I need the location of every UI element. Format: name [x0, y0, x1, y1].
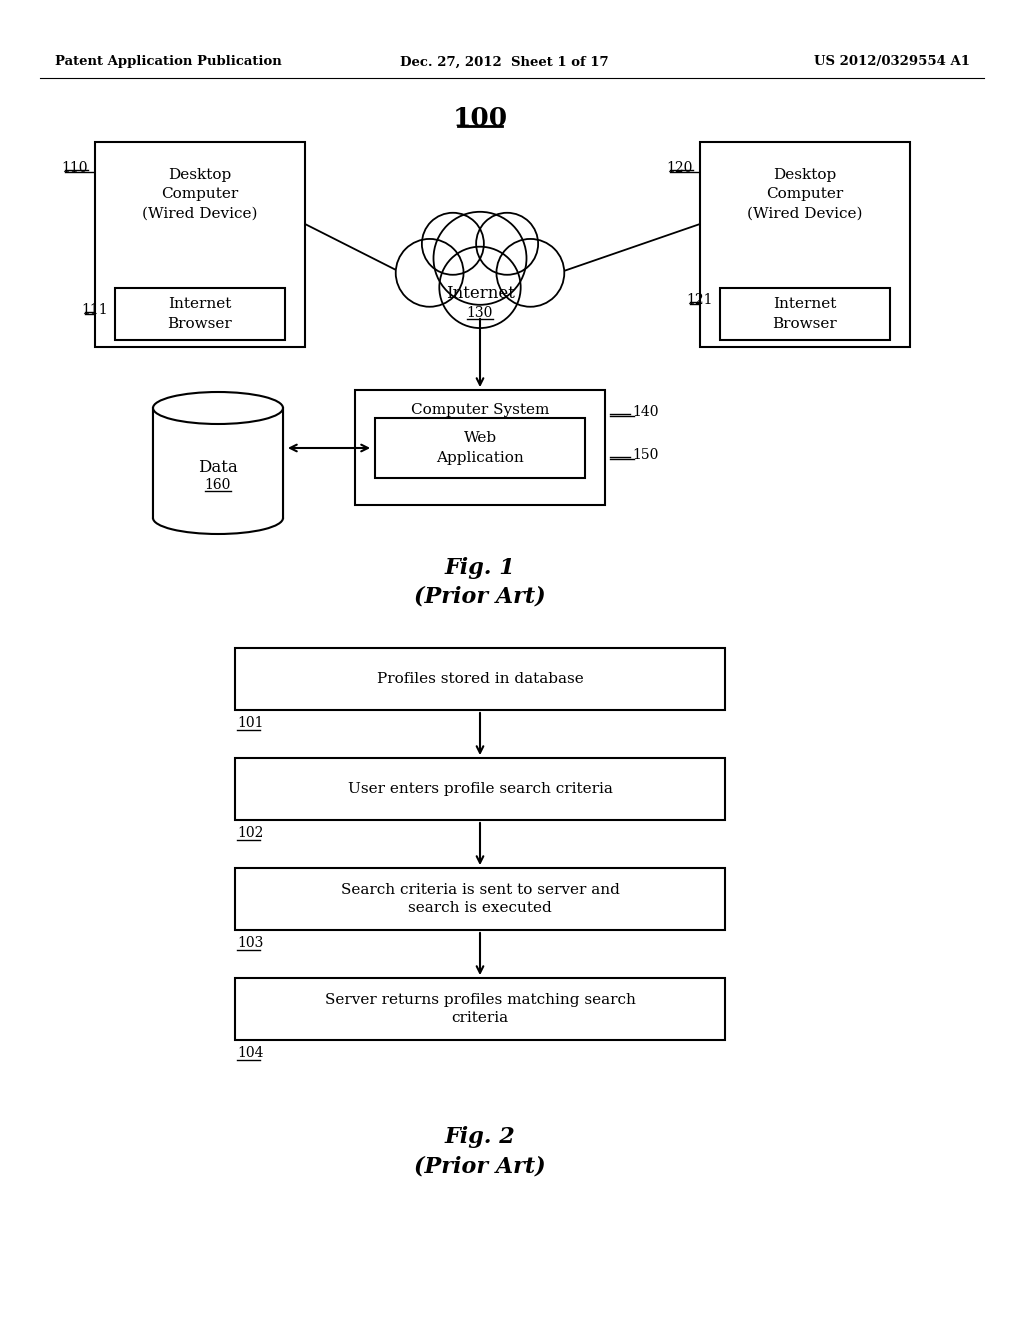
Bar — [700, 143, 910, 347]
Text: 160: 160 — [205, 478, 231, 492]
Ellipse shape — [153, 502, 283, 535]
Text: 150: 150 — [632, 447, 658, 462]
Text: (Prior Art): (Prior Art) — [414, 586, 546, 609]
Bar — [153, 408, 283, 517]
Bar — [115, 288, 285, 341]
Text: 100: 100 — [453, 106, 508, 131]
Bar — [355, 389, 605, 506]
Text: Internet
Browser: Internet Browser — [168, 297, 232, 331]
Text: Web
Application: Web Application — [436, 432, 524, 465]
Text: 111: 111 — [81, 304, 108, 317]
Text: Search criteria is sent to server and
search is executed: Search criteria is sent to server and se… — [341, 883, 620, 915]
Text: Patent Application Publication: Patent Application Publication — [55, 55, 282, 69]
Text: Fig. 2: Fig. 2 — [444, 1126, 515, 1148]
Text: Fig. 1: Fig. 1 — [444, 557, 515, 579]
Text: 103: 103 — [237, 936, 263, 950]
Bar — [234, 758, 725, 820]
Text: 104: 104 — [237, 1045, 263, 1060]
Circle shape — [497, 239, 564, 306]
Text: US 2012/0329554 A1: US 2012/0329554 A1 — [814, 55, 970, 69]
Circle shape — [422, 213, 484, 275]
Circle shape — [439, 247, 520, 329]
Text: Internet: Internet — [445, 285, 514, 301]
Bar — [234, 869, 725, 931]
Text: Data: Data — [198, 459, 238, 477]
Text: Desktop
Computer
(Wired Device): Desktop Computer (Wired Device) — [748, 168, 863, 220]
Text: Computer System: Computer System — [411, 403, 549, 417]
Circle shape — [395, 239, 464, 306]
Text: 130: 130 — [467, 306, 494, 319]
Text: 110: 110 — [61, 161, 88, 176]
Text: 140: 140 — [632, 405, 658, 418]
Text: Internet
Browser: Internet Browser — [773, 297, 838, 331]
Bar — [375, 418, 585, 478]
Text: Profiles stored in database: Profiles stored in database — [377, 672, 584, 686]
Bar — [234, 978, 725, 1040]
Text: (Prior Art): (Prior Art) — [414, 1156, 546, 1177]
Circle shape — [476, 213, 539, 275]
Text: 101: 101 — [237, 715, 263, 730]
Text: Server returns profiles matching search
criteria: Server returns profiles matching search … — [325, 993, 636, 1026]
Bar — [720, 288, 890, 341]
Text: 121: 121 — [686, 293, 713, 308]
Bar — [153, 408, 283, 517]
Text: 102: 102 — [237, 826, 263, 840]
Text: Desktop
Computer
(Wired Device): Desktop Computer (Wired Device) — [142, 168, 258, 220]
Bar — [234, 648, 725, 710]
Text: 120: 120 — [667, 161, 693, 176]
Text: User enters profile search criteria: User enters profile search criteria — [347, 781, 612, 796]
Circle shape — [433, 211, 526, 305]
Bar — [95, 143, 305, 347]
Ellipse shape — [153, 392, 283, 424]
Text: Dec. 27, 2012  Sheet 1 of 17: Dec. 27, 2012 Sheet 1 of 17 — [400, 55, 608, 69]
